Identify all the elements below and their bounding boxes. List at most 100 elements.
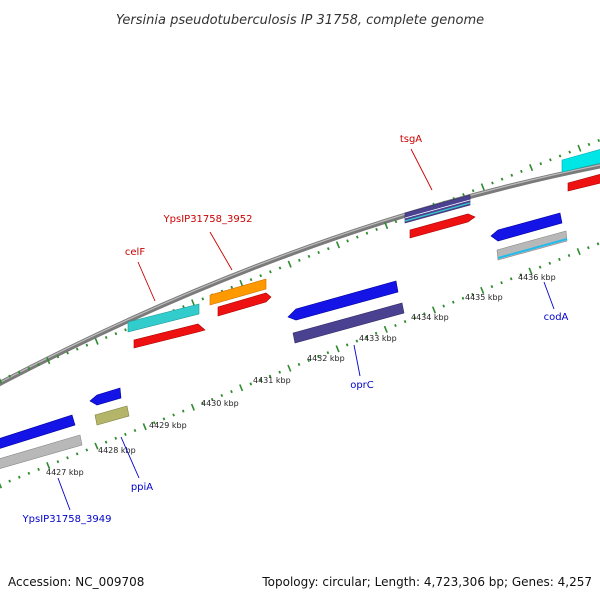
gene-YpsIP31758-3952[interactable] [209, 278, 267, 306]
gene-label-YpsIP31758-3949[interactable]: YpsIP31758_3949 [22, 514, 112, 525]
forward-tick [491, 181, 494, 185]
kbp-label: 4428 kbp [98, 446, 136, 455]
reverse-tick [355, 339, 359, 343]
reverse-tick [431, 306, 437, 314]
forward-tick [114, 332, 118, 336]
gene-ppiA-b[interactable] [94, 405, 130, 426]
reverse-tick [220, 393, 224, 398]
gene-celF[interactable] [127, 303, 200, 333]
forward-tick [94, 337, 99, 345]
reverse-tick [142, 423, 147, 431]
forward-tick [8, 374, 11, 378]
forward-tick [85, 343, 89, 347]
gene-partial-cyan[interactable] [561, 148, 600, 173]
forward-tick [577, 144, 582, 152]
reverse-tick [500, 281, 503, 285]
reverse-tick [56, 460, 60, 464]
gene-label-YpsIP31758-3952[interactable]: YpsIP31758_3952 [163, 214, 253, 225]
forward-tick [326, 247, 330, 251]
reverse-tick [104, 440, 108, 444]
gene-oprC[interactable] [287, 280, 399, 321]
reverse-tick [190, 403, 195, 411]
reverse-tick [114, 436, 118, 440]
gene-stripe [404, 199, 471, 219]
gene-label-celF[interactable]: celF [125, 247, 145, 258]
reverse-tick [365, 335, 368, 339]
reverse-tick [394, 323, 397, 328]
gene-label-ppiA[interactable]: ppiA [131, 482, 153, 493]
forward-tick [17, 370, 21, 374]
forward-tick [520, 169, 523, 173]
reverse-tick [278, 370, 282, 374]
reverse-tick [576, 248, 581, 256]
reverse-tick [461, 296, 465, 300]
reverse-tick [297, 362, 301, 366]
gene-oprC-b[interactable] [292, 302, 405, 344]
gene-partial-red[interactable] [567, 173, 600, 192]
reverse-tick [307, 358, 310, 363]
gene-YpsIP31758-3952-rna[interactable] [217, 292, 272, 317]
forward-tick [549, 158, 552, 162]
forward-tick [307, 254, 311, 258]
reverse-tick [210, 397, 214, 401]
forward-tick [259, 274, 263, 278]
kbp-label: 4429 kbp [149, 421, 187, 430]
forward-tick [587, 142, 591, 146]
gene-ppiA[interactable] [89, 387, 122, 406]
reverse-tick [17, 475, 21, 479]
gene-codA[interactable] [490, 212, 563, 242]
kbp-label: 4430 kbp [201, 399, 239, 408]
reverse-tick [538, 265, 542, 269]
reverse-tick [37, 467, 40, 471]
reverse-strand-genes [0, 212, 568, 470]
reverse-tick [528, 267, 533, 275]
forward-tick [124, 328, 127, 332]
reverse-tick [181, 409, 185, 413]
gene-label-oprC[interactable]: oprC [350, 380, 374, 391]
reverse-tick [423, 312, 426, 316]
reverse-tick [287, 364, 292, 372]
forward-tick [355, 235, 359, 239]
kbp-label: 4431 kbp [253, 376, 291, 385]
reverse-tick [162, 417, 166, 421]
gene-labels: celF YpsIP31758_3952 tsgA YpsIP31758_394… [22, 134, 569, 525]
forward-tick [201, 297, 205, 301]
forward-tick [317, 250, 320, 255]
reverse-tick [249, 382, 253, 386]
reverse-tick [383, 325, 388, 333]
forward-tick [394, 220, 398, 224]
reverse-tick [335, 345, 340, 353]
accession-text: Accession: NC_009708 [8, 575, 144, 589]
reverse-tick [587, 246, 590, 250]
gene-tsgA-rna[interactable] [409, 213, 476, 239]
reverse-tick [66, 456, 69, 460]
reverse-tick [345, 343, 349, 347]
forward-tick [0, 377, 3, 384]
reverse-tick [0, 482, 3, 489]
forward-tick [335, 241, 341, 249]
gene-YpsIP31758-3949-b[interactable] [0, 434, 83, 470]
reverse-tick [548, 261, 552, 265]
kbp-label: 4433 kbp [359, 334, 397, 343]
forward-tick [27, 366, 31, 370]
forward-tick [375, 227, 378, 231]
kbp-label: 4432 kbp [307, 354, 345, 363]
reverse-tick [8, 479, 11, 483]
gene-label-codA[interactable]: codA [544, 312, 569, 323]
reverse-tick [451, 300, 455, 304]
forward-tick [510, 173, 514, 177]
forward-tick [287, 260, 292, 268]
forward-tick [37, 362, 40, 367]
forward-tick [249, 278, 253, 282]
kbp-label: 4436 kbp [518, 273, 556, 282]
forward-tick [56, 355, 60, 359]
gene-celF-rna[interactable] [133, 323, 206, 349]
reverse-tick [519, 273, 523, 277]
forward-tick [230, 285, 234, 289]
forward-tick [298, 258, 301, 262]
reverse-tick [471, 292, 474, 296]
gene-YpsIP31758-3949[interactable] [0, 414, 76, 450]
gene-label-tsgA[interactable]: tsgA [400, 134, 422, 145]
gene-stripe [497, 238, 568, 259]
forward-tick [182, 305, 185, 309]
